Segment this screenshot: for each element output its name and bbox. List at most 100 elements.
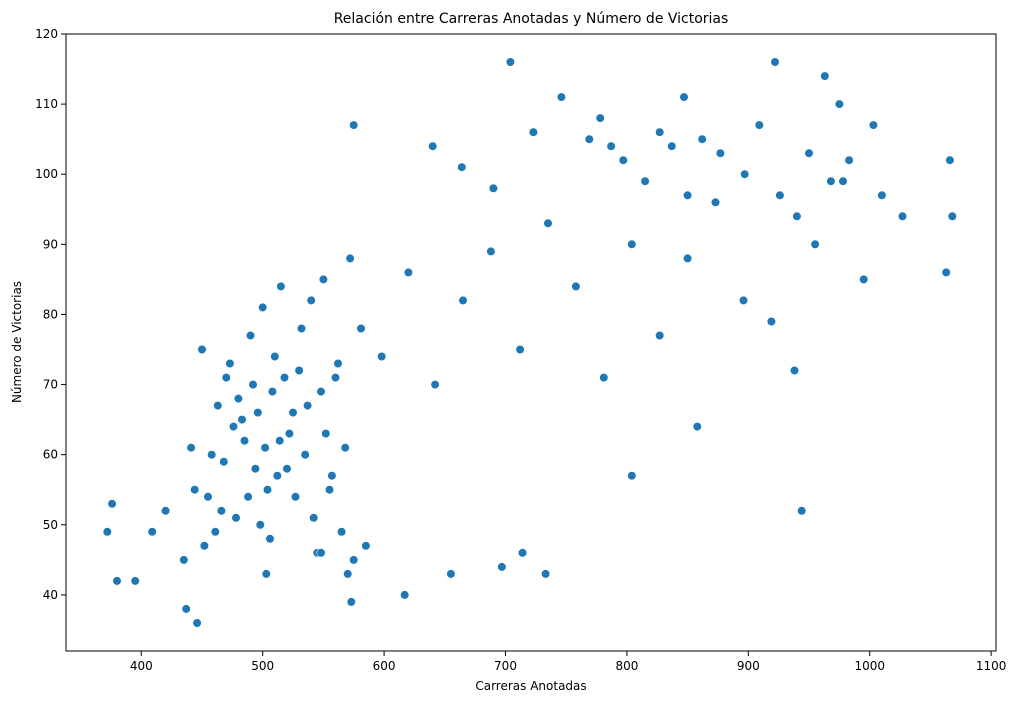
data-point [260,443,270,453]
y-axis: 40 50 60 70 80 90 100 110 120 [35,27,66,602]
data-point [284,429,295,439]
x-tick-label: 800 [615,659,638,673]
data-point [627,471,637,481]
data-point [618,155,628,165]
scatter-points [102,57,957,628]
data-point [181,604,191,614]
data-point [859,274,869,285]
data-point [107,499,117,509]
x-tick-label: 400 [130,659,153,673]
data-point [237,415,247,425]
data-point [710,197,721,207]
x-axis-title: Carreras Anotadas [475,679,586,693]
y-tick-label: 110 [35,97,58,111]
data-point [225,358,235,369]
data-point [640,176,650,186]
data-point [430,380,440,390]
data-point [571,281,581,292]
data-point [276,281,286,292]
data-point [309,513,319,523]
data-point [515,344,525,355]
data-point [627,239,637,249]
plot-frame [65,33,997,652]
data-point [356,323,366,334]
data-point [221,373,231,383]
data-point [655,330,665,341]
data-point [897,211,908,221]
data-point [190,485,200,495]
data-point [868,120,879,130]
data-point [403,267,414,278]
y-tick-label: 120 [35,27,58,41]
data-point [361,541,371,551]
data-point [290,492,301,502]
data-point [655,127,665,137]
data-point [337,527,347,537]
data-point [377,351,387,362]
data-point [253,408,263,418]
data-point [486,246,496,256]
data-point [316,548,326,558]
data-point [349,555,359,565]
data-point [303,401,313,411]
data-point [130,576,140,586]
data-point [250,464,260,474]
data-point [199,541,209,551]
data-point [316,387,326,397]
data-point [775,190,785,200]
data-point [343,569,353,579]
x-tick-label: 1100 [976,659,1007,673]
data-point [228,422,239,432]
data-point [231,513,241,523]
data-point [318,274,329,285]
data-point [517,548,528,558]
data-point [505,57,516,67]
data-point [333,358,343,369]
data-point [340,443,350,453]
data-point [738,295,749,306]
data-point [754,120,764,130]
x-tick-label: 600 [373,659,396,673]
data-point [300,450,310,460]
y-tick-label: 40 [43,588,58,602]
data-point [330,373,341,383]
data-point [219,457,229,467]
data-point [599,373,609,383]
data-point [834,99,845,109]
data-point [838,176,848,186]
data-point [945,155,955,165]
data-point [540,569,551,579]
data-point [346,597,356,607]
data-point [296,323,307,334]
data-point [186,443,196,453]
data-point [261,569,271,579]
data-point [179,555,189,565]
data-point [715,148,726,158]
data-point [270,351,280,362]
data-point [161,506,171,516]
data-point [804,148,814,158]
data-point [697,134,707,144]
x-axis: 400 500 600 700 800 900 1000 1100 [130,651,1007,673]
data-point [233,394,243,404]
data-point [294,365,304,376]
data-point [262,485,273,495]
data-point [197,344,207,355]
data-point [245,330,256,341]
data-point [740,169,750,179]
data-point [766,316,777,327]
data-point [446,569,456,579]
x-tick-label: 700 [494,659,517,673]
y-tick-label: 50 [43,518,58,532]
data-point [267,387,278,397]
data-point [216,506,226,516]
data-point [667,141,677,151]
data-point [528,127,539,137]
data-point [682,253,693,263]
y-tick-label: 100 [35,167,58,181]
data-point [282,464,292,474]
data-point [606,141,616,151]
data-point [265,534,275,544]
data-point [321,429,331,439]
data-point [941,267,951,278]
